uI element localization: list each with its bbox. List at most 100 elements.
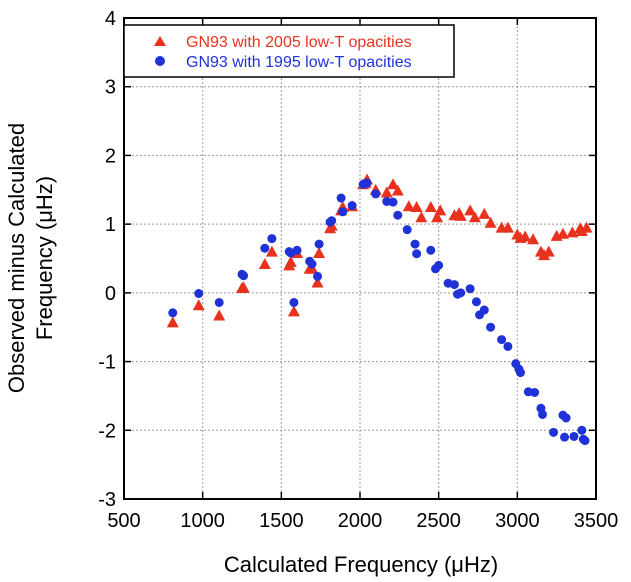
circle-data-point [497,335,507,345]
circle-data-point [267,234,277,244]
circle-data-point [314,239,324,249]
triangle-data-point [410,200,423,212]
circle-data-point [214,297,224,307]
triangle-data-point [166,316,179,328]
circle-data-point [410,239,420,249]
grid-lines [124,18,596,499]
circle-data-point [402,225,412,235]
circle-data-point [388,197,398,207]
circle-data-point [426,245,436,255]
triangle-data-point [501,221,514,233]
x-tick-label: 2500 [416,510,461,532]
circle-data-point [560,432,570,442]
y-tick-label: -2 [98,420,116,442]
triangle-data-point [464,204,477,216]
circle-data-point [336,193,346,203]
axis-ticks: 500 1000 1500 2000 2500 3000 3500 -3 -2 -1 0 1 2 3 4 [98,8,618,532]
y-tick-label: -1 [98,352,116,374]
y-tick-label: -3 [98,489,116,511]
y-axis-label-line-2: Frequency (μHz) [32,176,57,340]
circle-data-point [168,308,178,318]
data-points [166,173,593,446]
circle-data-point [347,201,357,211]
triangle-data-point [468,211,481,223]
triangle-data-point [454,209,467,221]
circle-data-point [569,431,579,441]
circle-data-point [465,284,475,294]
circle-data-point [393,210,403,220]
circle-data-point [503,341,513,351]
triangle-data-point [258,257,271,269]
legend: GN93 with 2005 low-T opacities GN93 with… [123,24,455,78]
circle-data-point [434,260,444,270]
legend-label-series-2: GN93 with 1995 low-T opacities [186,54,412,71]
triangle-data-point [402,200,415,212]
circle-data-point [530,387,540,397]
triangle-data-point [519,230,532,242]
triangle-data-point [311,276,324,288]
legend-label-series-1: GN93 with 2005 low-T opacities [186,34,412,51]
triangle-data-point [424,200,437,212]
circle-data-point [479,305,489,315]
circle-data-point [239,271,249,281]
y-tick-label: 2 [105,145,116,167]
circle-data-point [549,427,559,437]
triangle-data-point [580,221,593,233]
circle-data-point [362,178,372,188]
circle-data-point [307,259,317,269]
x-axis-label: Calculated Frequency (μHz) [224,552,498,577]
circle-data-point [313,271,323,281]
circle-data-point [538,409,548,419]
triangle-data-point [431,211,444,223]
legend-triangle-marker [154,36,166,46]
triangle-data-point [566,226,579,238]
x-tick-label: 3500 [574,510,619,532]
triangle-data-point [287,305,300,317]
triangle-data-point [237,281,250,293]
y-axis-label-line-1: Observed minus Calculated [4,123,29,393]
x-tick-label: 1500 [259,510,304,532]
circle-data-point [289,297,299,307]
triangle-data-point [484,216,497,228]
circle-data-point [580,436,590,446]
triangle-data-point [556,227,569,239]
circle-data-point [292,245,302,255]
x-tick-label: 500 [107,510,140,532]
circle-data-point [327,216,337,226]
triangle-data-point [192,299,205,311]
circle-data-point [471,297,481,307]
circle-data-point [486,322,496,332]
y-tick-label: 1 [105,214,116,236]
triangle-data-point [542,245,555,257]
y-tick-label: 3 [105,77,116,99]
circle-data-point [412,249,422,259]
circle-data-point [338,207,348,217]
circle-data-point [194,289,204,299]
circle-data-point [371,189,381,199]
triangle-data-point [284,255,297,267]
circle-data-point [449,280,459,290]
y-tick-label: 0 [105,283,116,305]
legend-box [123,24,455,78]
triangle-data-point [434,204,447,216]
triangle-data-point [387,178,400,190]
x-tick-label: 3000 [495,510,540,532]
triangle-data-point [391,184,404,196]
triangle-data-point [380,186,393,198]
circle-data-point [561,413,571,423]
triangle-data-point [213,309,226,321]
legend-circle-marker [155,56,165,66]
triangle-data-point [415,211,428,223]
triangle-data-point [527,233,540,245]
triangle-data-point [478,207,491,219]
x-tick-label: 2000 [338,510,383,532]
circle-data-point [515,368,525,378]
triangle-data-point [313,247,326,259]
y-tick-label: 4 [105,8,116,30]
circle-data-point [456,288,466,298]
x-tick-label: 1000 [180,510,225,532]
circle-data-point [260,243,270,253]
triangle-data-point [265,245,278,257]
circle-data-point [577,425,587,435]
